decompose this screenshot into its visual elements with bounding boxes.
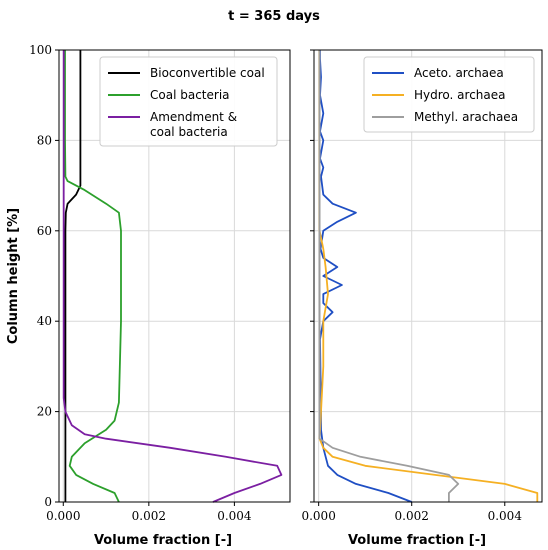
right-panel: 0.000 0.002 0.004 Aceto. archaea Hydro. arch… <box>301 49 543 523</box>
y-tick-label: 20 <box>37 405 52 419</box>
x-tick-label: 0.002 <box>132 509 166 523</box>
left-panel: 0.000 0.002 0.004 0 20 40 60 80 100 Bioconvertibl… <box>29 43 291 523</box>
x-tick-label: 0.000 <box>301 509 335 523</box>
y-tick-label: 60 <box>37 224 52 238</box>
y-tick-label: 0 <box>44 495 52 509</box>
series-lines <box>62 50 283 503</box>
legend-label: Methyl. arachaea <box>414 110 518 124</box>
series-line-left-2 <box>62 50 283 503</box>
legend-box <box>99 56 278 147</box>
x-tick-label: 0.004 <box>488 509 523 523</box>
axes-frame <box>313 49 543 503</box>
axes-frame <box>58 49 291 503</box>
legend-label: Hydro. archaea <box>414 88 506 102</box>
x-tick-label: 0.004 <box>217 509 252 523</box>
legend-label: Coal bacteria <box>150 88 230 102</box>
legend-label: coal bacteria <box>150 125 228 139</box>
legend-label: Amendment & <box>150 110 237 124</box>
x-axis-label-right: Volume fraction [-] <box>348 533 486 548</box>
legend-label: Aceto. archaea <box>414 66 504 80</box>
series-line-right-2 <box>318 50 460 502</box>
legend: Bioconvertible coal Coal bacteria Amendmen… <box>99 56 278 147</box>
x-tick-label: 0.002 <box>395 509 429 523</box>
series-lines <box>318 50 539 503</box>
y-tick-label: 100 <box>29 43 52 57</box>
legend-label: Bioconvertible coal <box>150 66 265 80</box>
legend-box <box>363 56 535 133</box>
x-tick-label: 0.000 <box>46 509 80 523</box>
legend: Aceto. archaea Hydro. archaea Methyl. arac… <box>363 56 535 133</box>
y-tick-label: 40 <box>37 314 52 328</box>
y-axis-label: Column height [%] <box>6 208 21 344</box>
figure-title: t = 365 days <box>228 9 320 24</box>
series-line-left-0 <box>64 50 82 502</box>
series-line-left-1 <box>64 50 122 503</box>
y-tick-label: 80 <box>37 133 52 147</box>
x-axis-label-left: Volume fraction [-] <box>94 533 232 548</box>
